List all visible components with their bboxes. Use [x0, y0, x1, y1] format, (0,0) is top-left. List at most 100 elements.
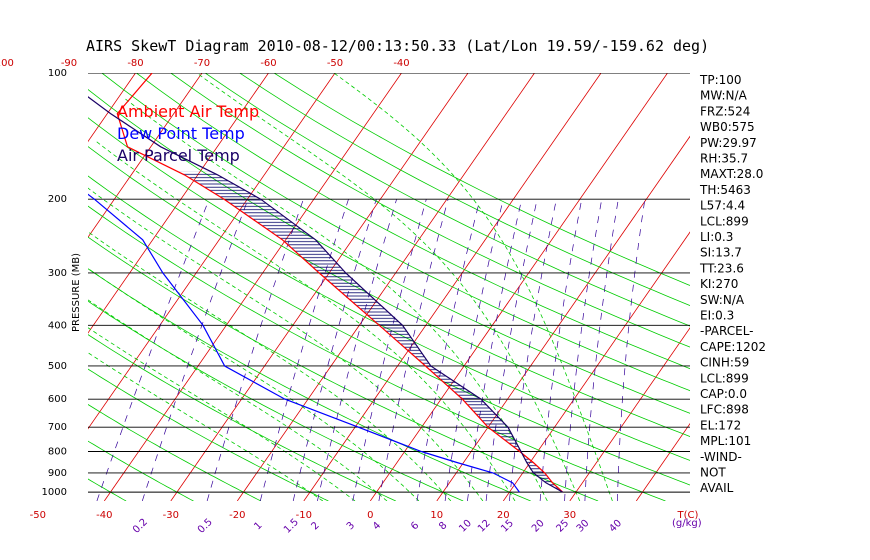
mixing-ratio-line — [485, 199, 538, 501]
moist-adiabat-line — [88, 267, 420, 501]
legend-entry: Dew Point Temp — [117, 124, 245, 143]
dry-adiabat-line — [136, 73, 690, 370]
index-line: AVAIL — [700, 481, 734, 495]
moist-adiabat-line — [88, 231, 452, 501]
mixing-ratio-tick-label: 0.5 — [196, 517, 215, 536]
isotherm-line — [103, 73, 402, 501]
index-line: NOT — [700, 466, 726, 480]
mixing-ratio-line — [539, 199, 583, 501]
index-line: -WIND- — [700, 450, 742, 464]
isotherm-line — [88, 73, 269, 334]
mixing-ratio-line — [259, 199, 349, 501]
dry-adiabat-line — [88, 205, 666, 501]
dry-adiabat-line — [88, 300, 464, 501]
index-line: TT:23.6 — [699, 261, 744, 275]
pressure-tick-label: 400 — [48, 320, 67, 331]
index-line: PW:29.97 — [700, 136, 757, 150]
mixing-ratio-line — [617, 199, 646, 501]
index-line: LI:0.3 — [700, 230, 733, 244]
top-temp-tick-label: -40 — [393, 58, 409, 69]
isotherm-line — [635, 422, 690, 501]
bottom-temp-tick-label: -30 — [163, 510, 179, 521]
bottom-temp-tick-label: 20 — [497, 510, 510, 521]
dry-adiabat-line — [204, 73, 690, 327]
index-line: WB0:575 — [700, 120, 755, 134]
legend-entry: Ambient Air Temp — [117, 102, 259, 121]
index-line: LFC:898 — [700, 403, 749, 417]
temp-unit-label: T(C) — [677, 510, 699, 521]
index-line: L57:4.4 — [700, 199, 745, 213]
bottom-temp-tick-label: -40 — [96, 510, 112, 521]
mixing-ratio-line — [96, 199, 210, 501]
mixing-ratio-tick-label: 3 — [345, 520, 357, 532]
mixing-ratio-tick-label: 2 — [309, 520, 321, 532]
index-line: EI:0.3 — [700, 309, 734, 323]
moist-adiabat-line — [196, 73, 581, 501]
dry-adiabat-line — [101, 73, 690, 392]
index-line: -PARCEL- — [700, 324, 754, 338]
isotherm-line — [236, 73, 535, 501]
bottom-temp-tick-label: 30 — [563, 510, 576, 521]
isotherm-line — [88, 73, 203, 238]
top-temp-tick-label: -90 — [61, 58, 77, 69]
bottom-temp-tick-label: 10 — [430, 510, 443, 521]
index-line: CAPE:1202 — [700, 340, 766, 354]
pressure-tick-label: 600 — [48, 394, 67, 405]
chart-grid — [88, 73, 690, 501]
pressure-tick-label: 700 — [48, 422, 67, 433]
pressure-tick-label: 500 — [48, 361, 67, 372]
index-line: KI:270 — [700, 277, 738, 291]
dry-adiabat-line — [88, 404, 262, 501]
index-line: FRZ:524 — [700, 104, 750, 118]
chart-title: AIRS SkewT Diagram 2010-08-12/00:13:50.3… — [86, 37, 709, 55]
dry-adiabat-line — [88, 88, 690, 414]
top-temp-tick-label: -70 — [194, 58, 210, 69]
dewpoint-curve — [88, 193, 520, 493]
top-temp-tick-label: -100 — [0, 58, 14, 69]
index-line: SI:13.7 — [700, 246, 742, 260]
bottom-temp-tick-label: -10 — [296, 510, 312, 521]
legend: Ambient Air Temp Dew Point Temp Air Parcel… — [117, 102, 259, 165]
pressure-tick-label: 1000 — [42, 487, 67, 498]
bottom-temp-tick-label: 0 — [367, 510, 373, 521]
mixing-ratio-tick-label: 0.2 — [131, 517, 150, 536]
index-line: EL:172 — [700, 418, 741, 432]
mixing-ratio-tick-label: 40 — [607, 518, 624, 535]
dry-adiabat-line — [88, 146, 690, 461]
dry-adiabat-line — [88, 334, 396, 501]
isotherm-line — [88, 73, 336, 430]
mixing-ratio-line — [564, 199, 603, 501]
mixing-ratio-tick-label: 10 — [457, 518, 474, 535]
legend-entry: Air Parcel Temp — [117, 146, 240, 165]
index-line: LCL:899 — [700, 371, 749, 385]
dry-adiabat-line — [273, 73, 690, 286]
dry-adiabat-line — [239, 73, 690, 307]
moist-adiabat-line — [94, 140, 516, 501]
bottom-temp-tick-label: -20 — [229, 510, 245, 521]
index-line: TP:100 — [699, 73, 742, 87]
index-line: CAP:0.0 — [700, 387, 747, 401]
top-temp-tick-label: -60 — [260, 58, 276, 69]
mixing-ratio-tick-label: 20 — [530, 518, 547, 535]
index-line: MW:N/A — [700, 89, 748, 103]
dry-adiabat-line — [88, 478, 127, 501]
index-line: MPL:101 — [700, 434, 751, 448]
isotherm-line — [170, 73, 469, 501]
moist-adiabat-line — [333, 73, 613, 501]
isotherm-line — [502, 231, 690, 501]
isotherm-line — [436, 135, 690, 501]
pressure-tick-label: 900 — [48, 468, 67, 479]
dry-adiabat-line — [170, 73, 690, 348]
mixing-ratio-line — [206, 199, 304, 501]
mixing-ratio-tick-label: 8 — [437, 520, 449, 532]
top-temp-tick-label: -80 — [127, 58, 143, 69]
isotherm-line — [569, 327, 690, 501]
pressure-tick-label: 800 — [48, 447, 67, 458]
mixing-ratio-tick-label: 12 — [476, 518, 493, 535]
dry-adiabat-line — [88, 236, 599, 501]
y-axis-label: PRESSURE (MB) — [71, 253, 82, 332]
parcel-curve — [88, 96, 563, 493]
dry-adiabat-line — [88, 268, 531, 501]
